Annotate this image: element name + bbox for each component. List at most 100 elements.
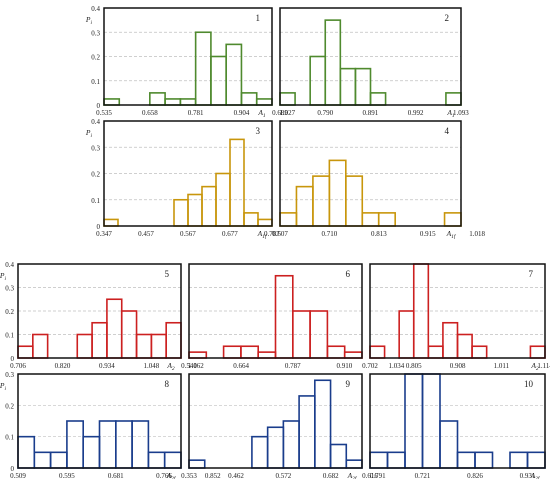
histogram-bar bbox=[279, 212, 298, 227]
x-tick-label: 0.908 bbox=[450, 362, 466, 370]
x-tick-label: 0.826 bbox=[467, 472, 483, 479]
histogram-bar bbox=[33, 451, 52, 469]
x-tick-label: 0.710 bbox=[322, 230, 338, 238]
histogram-bar bbox=[147, 451, 166, 469]
histogram-bar bbox=[222, 345, 242, 359]
x-tick-label: 0.658 bbox=[142, 109, 158, 117]
plot-frame bbox=[188, 373, 363, 469]
histogram-bar bbox=[439, 420, 459, 469]
panel-number: 7 bbox=[529, 269, 534, 279]
histogram-bar bbox=[17, 435, 36, 469]
panel-1: 1 0 0.1 0.2 0.3 0.4 Pi 0.535 0.658 0.781 0.904 1.02… bbox=[85, 5, 296, 119]
y-tick-label: 0.3 bbox=[5, 285, 14, 293]
y-tick-label: 0 bbox=[97, 223, 101, 231]
histogram-bar bbox=[173, 198, 189, 227]
x-tick-label: 0.805 bbox=[406, 362, 422, 370]
x-tick-label: 0.677 bbox=[222, 230, 238, 238]
x-axis-label: A1f bbox=[257, 229, 268, 240]
x-tick-label: 0.567 bbox=[180, 230, 196, 238]
x-axis-label-sub: 2f bbox=[535, 475, 541, 479]
y-tick-label: 0.1 bbox=[91, 78, 100, 86]
histogram-bar bbox=[82, 435, 101, 469]
x-tick-label: 0.347 bbox=[96, 230, 112, 238]
x-tick-label: 0.787 bbox=[285, 362, 301, 370]
x-axis-label: A1 bbox=[446, 108, 455, 119]
y-axis-label: Pi bbox=[0, 271, 6, 282]
histogram-bar bbox=[404, 373, 424, 469]
y-tick-label: 0.1 bbox=[5, 332, 14, 340]
x-tick-label: 0.790 bbox=[317, 109, 333, 117]
histogram-bar bbox=[529, 345, 546, 359]
histogram-bar bbox=[150, 333, 167, 359]
histogram-bar bbox=[339, 67, 357, 106]
x-tick-label: 1.034 bbox=[389, 362, 405, 370]
x-tick-label: 0.664 bbox=[233, 362, 249, 370]
x-tick-label: 1.018 bbox=[469, 230, 485, 238]
y-axis-label-sub: i bbox=[4, 276, 6, 282]
x-tick-label: 0.616 bbox=[362, 472, 378, 479]
histogram-bar bbox=[257, 218, 273, 227]
histogram-bar bbox=[187, 193, 203, 227]
plot-frame bbox=[369, 263, 546, 359]
x-tick-label: 0.787 bbox=[264, 230, 280, 238]
panel-5: 5 0 0.1 0.2 0.3 0.4 Pi 0.706 0.820 0.934 1.048 1.16… bbox=[0, 261, 204, 372]
plot-frame bbox=[17, 373, 182, 469]
histogram-bar bbox=[103, 218, 119, 227]
x-tick-label: 0.509 bbox=[10, 472, 26, 479]
histogram-bar bbox=[329, 443, 348, 469]
histogram-bar bbox=[354, 67, 372, 106]
histogram-bar bbox=[188, 459, 206, 469]
histogram-bar bbox=[257, 351, 277, 359]
x-tick-label: 0.910 bbox=[336, 362, 352, 370]
histogram-bar bbox=[526, 451, 546, 469]
x-tick-label: 0.353 bbox=[181, 472, 197, 479]
plot-frame bbox=[103, 120, 273, 227]
histogram-bar bbox=[229, 138, 245, 227]
x-tick-label: 0.607 bbox=[272, 230, 288, 238]
histogram-bar bbox=[266, 426, 285, 469]
x-tick-label: 0.766 bbox=[156, 472, 172, 479]
histogram-bar bbox=[474, 451, 494, 469]
x-tick-label: 0.721 bbox=[415, 472, 431, 479]
y-tick-label: 0.4 bbox=[91, 5, 100, 13]
histogram-bar bbox=[32, 333, 49, 359]
x-axis-label-sub: 1 bbox=[263, 113, 266, 119]
panel-6: 6 0.540 0.664 0.787 0.910 1.034 bbox=[181, 263, 405, 370]
histogram-bar bbox=[225, 43, 243, 106]
x-tick-label: 0.820 bbox=[55, 362, 71, 370]
histogram-bar bbox=[255, 98, 273, 106]
panel-number: 9 bbox=[346, 379, 351, 389]
x-axis-label-sub: 1f bbox=[451, 233, 457, 240]
x-tick-label: 0.781 bbox=[188, 109, 204, 117]
histogram-bar bbox=[115, 420, 133, 469]
histogram-bar bbox=[91, 321, 108, 359]
x-tick-label: 0.852 bbox=[205, 472, 221, 479]
histogram-bar bbox=[361, 212, 380, 227]
histogram-bar bbox=[106, 298, 123, 359]
histogram-bar bbox=[135, 333, 153, 359]
histogram-bar bbox=[326, 345, 346, 359]
x-tick-label: 0.813 bbox=[371, 230, 387, 238]
y-tick-label: 0.2 bbox=[5, 308, 14, 316]
y-tick-label: 0 bbox=[97, 102, 101, 110]
histogram-bar bbox=[49, 451, 68, 469]
x-axis-label-sub: 2f bbox=[352, 475, 358, 479]
x-axis-label-sub: 1 bbox=[452, 113, 455, 119]
x-tick-label: 0.791 bbox=[370, 472, 386, 479]
panel-number: 1 bbox=[256, 13, 261, 23]
histogram-bar bbox=[442, 321, 459, 359]
y-tick-label: 0.4 bbox=[5, 261, 14, 269]
x-tick-label: 0.931 bbox=[520, 472, 536, 479]
x-tick-label: 1.011 bbox=[494, 362, 510, 370]
histogram-bar bbox=[240, 92, 258, 106]
x-axis-label: A2 bbox=[166, 361, 175, 372]
y-axis-label: Pi bbox=[0, 381, 6, 392]
histogram-bar bbox=[165, 321, 182, 359]
x-tick-label: 0.682 bbox=[323, 472, 339, 479]
histogram-bar bbox=[443, 212, 462, 227]
histogram-bar bbox=[345, 175, 364, 227]
histogram-bar bbox=[194, 31, 212, 106]
plot-frame bbox=[369, 373, 546, 469]
